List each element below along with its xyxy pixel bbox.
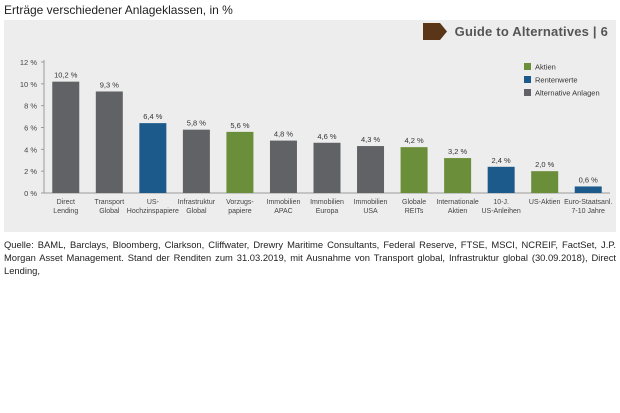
bar [574,186,602,193]
bar [357,146,385,193]
legend-swatch [524,76,531,83]
x-category-label: Lending [53,208,78,215]
x-category-label: Hochzinspapiere [127,208,179,215]
bar-value-label: 6,4 % [143,112,163,121]
chart-panel: Guide to Alternatives | 6 0 % 2 % 4 % 6 % 8 … [4,20,616,232]
x-category-label: Immobilien [310,199,344,206]
bar-value-label: 4,6 % [317,132,337,141]
bar [487,166,515,193]
x-category-label: US-Aktien [529,199,561,206]
x-category-label: Globale [402,199,426,206]
x-category-label: Direct [57,199,75,206]
x-category-label: Transport [94,199,124,206]
y-tick-label: 2 % [24,167,37,176]
x-category-label: papiere [228,208,251,215]
bar-value-label: 4,2 % [404,136,424,145]
bar-value-label: 4,3 % [361,135,381,144]
bar-value-label: 9,3 % [100,80,120,89]
x-category-label: Global [186,208,207,215]
guide-arrow-icon [422,23,447,40]
y-tick-label: 12 % [20,58,37,67]
bar [182,129,210,193]
x-category-label: 7-10 Jahre [571,208,605,215]
bar-value-label: 4,8 % [274,130,294,139]
y-tick-label: 10 % [20,80,37,89]
guide-label-box: Guide to Alternatives | 6 [422,23,608,40]
x-category-label: Aktien [448,208,468,215]
x-category-label: Europa [316,208,339,215]
bar [400,147,428,193]
bar-value-label: 2,4 % [492,156,512,165]
bar [444,158,472,193]
bar-value-label: 0,6 % [579,175,599,184]
bar-value-label: 3,2 % [448,147,468,156]
legend-label: Alternative Anlagen [535,89,600,98]
y-tick-label: 0 % [24,189,37,198]
x-category-label: Global [99,208,120,215]
legend-swatch [524,89,531,96]
bar-value-label: 10,2 % [54,71,78,80]
x-category-label: US-Anleihen [481,208,520,215]
bar [269,140,297,193]
x-category-label: USA [363,208,378,215]
guide-label: Guide to Alternatives | 6 [454,24,608,39]
bar [226,131,254,193]
legend-label: Rentenwerte [535,76,578,85]
chart-heading: Erträge verschiedener Anlageklassen, in … [4,3,233,17]
bar [531,171,559,193]
y-tick-label: 8 % [24,102,37,111]
bar [52,81,80,193]
x-category-label: Immobilien [354,199,388,206]
x-category-label: APAC [274,208,293,215]
x-category-label: REITs [405,208,424,215]
bar [95,91,123,193]
bar [313,142,341,193]
bar-value-label: 5,6 % [230,121,250,130]
x-category-label: Euro-Staatsanl. [564,199,612,206]
bar-chart: 0 % 2 % 4 % 6 % 8 % 10 % 12 % 10,2 % Direct Lendi… [20,58,613,215]
x-category-label: US- [147,199,160,206]
source-note: Quelle: BAML, Barclays, Bloomberg, Clark… [4,239,616,276]
bar-value-label: 5,8 % [187,119,207,128]
x-category-label: Vorzugs- [226,199,254,206]
bar-value-label: 2,0 % [535,160,555,169]
x-category-label: Internationale [436,199,479,206]
y-tick-label: 6 % [24,124,37,133]
legend-swatch [524,63,531,70]
legend-label: Aktien [535,63,556,72]
x-category-label: Immobilien [267,199,301,206]
y-tick-label: 4 % [24,145,37,154]
x-category-label: 10-J. [493,199,509,206]
x-category-label: Infrastruktur [178,199,216,206]
bar [139,123,167,193]
